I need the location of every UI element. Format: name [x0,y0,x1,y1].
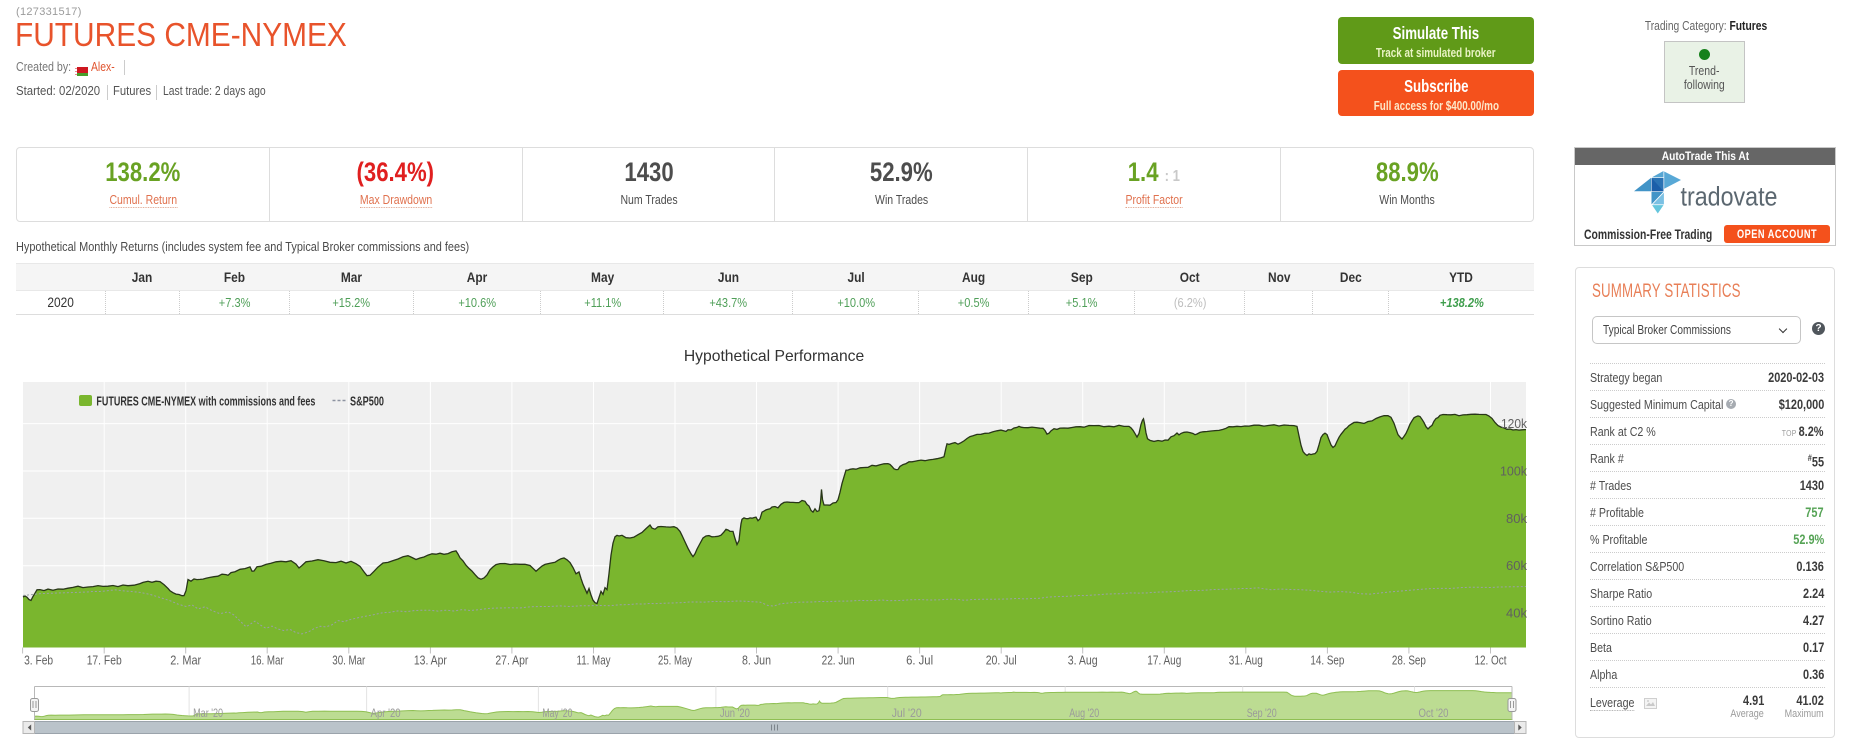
svg-text:60k: 60k [1506,558,1527,573]
svg-text:12. Oct: 12. Oct [1475,653,1507,668]
svg-text:27. Apr: 27. Apr [495,653,529,668]
svg-text:Mar '20: Mar '20 [193,708,223,720]
svg-text:11. May: 11. May [577,653,611,668]
svg-text:40k: 40k [1506,606,1527,621]
svg-text:Jun '20: Jun '20 [720,708,750,720]
svg-text:30. Mar: 30. Mar [332,653,365,668]
svg-text:8. Jun: 8. Jun [742,653,771,668]
svg-text:2. Mar: 2. Mar [170,653,202,668]
svg-text:22. Jun: 22. Jun [822,653,855,668]
svg-text:14. Sep: 14. Sep [1310,653,1344,668]
svg-text:17. Aug: 17. Aug [1147,653,1181,668]
svg-text:FUTURES CME-NYMEX with commiss: FUTURES CME-NYMEX with commissions and f… [96,395,315,409]
svg-text:Apr '20: Apr '20 [371,708,401,720]
svg-text:3. Aug: 3. Aug [1068,653,1098,668]
svg-text:31. Aug: 31. Aug [1229,653,1263,668]
svg-text:13. Apr: 13. Apr [414,653,448,668]
svg-text:S&P500: S&P500 [350,395,384,409]
svg-text:3. Feb: 3. Feb [24,653,53,668]
svg-text:80k: 80k [1506,511,1527,526]
svg-text:6. Jul: 6. Jul [906,653,933,668]
svg-text:28. Sep: 28. Sep [1392,653,1426,668]
svg-text:May '20: May '20 [542,708,572,720]
svg-text:Jul '20: Jul '20 [892,708,922,720]
svg-text:100k: 100k [1500,464,1527,479]
svg-text:120k: 120k [1501,416,1527,431]
svg-text:20. Jul: 20. Jul [986,653,1017,668]
svg-text:25. May: 25. May [658,653,692,668]
svg-text:Sep '20: Sep '20 [1247,708,1277,720]
svg-text:Aug '20: Aug '20 [1069,708,1099,720]
svg-text:17. Feb: 17. Feb [87,653,122,668]
svg-text:Oct '20: Oct '20 [1419,708,1449,720]
svg-text:tradovate: tradovate [1681,182,1778,212]
svg-text:16. Mar: 16. Mar [251,653,284,668]
